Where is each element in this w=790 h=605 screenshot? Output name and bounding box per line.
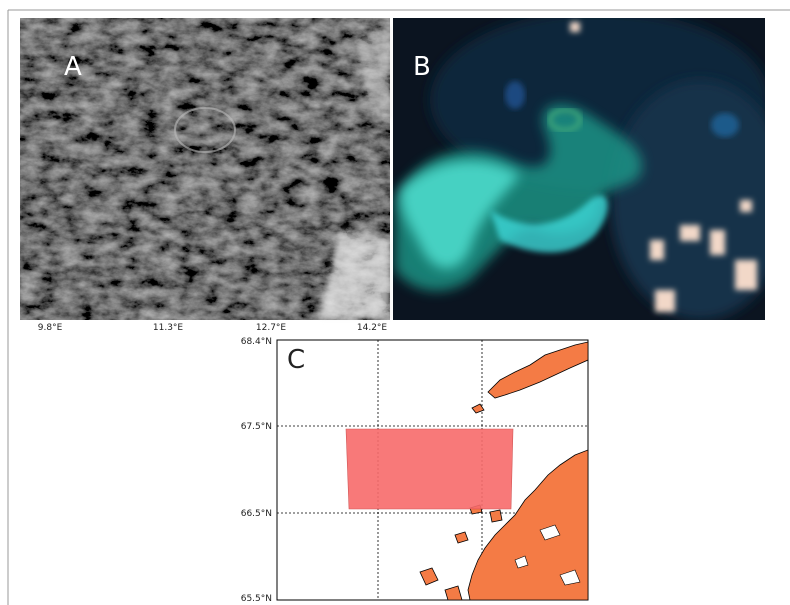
x-axis-label: 9.8°E — [38, 323, 63, 333]
study-area — [346, 429, 513, 509]
y-axis-label: 65.5°N — [241, 594, 272, 604]
panel-c: C 68.4°N 67.5°N 66.5°N 65.5°N — [241, 337, 588, 604]
patch — [505, 81, 525, 109]
y-axis-label: 67.5°N — [241, 422, 272, 432]
x-axis-label: 12.7°E — [256, 323, 287, 333]
patch — [711, 113, 739, 137]
panel-label: A — [64, 52, 82, 82]
x-axis-label: 11.3°E — [153, 323, 184, 333]
y-axis-label: 66.5°N — [241, 509, 272, 519]
x-axis-label: 14.2°E — [357, 323, 388, 333]
water — [610, 80, 790, 320]
y-axis-label: 68.4°N — [241, 337, 272, 347]
panel-label: C — [287, 345, 305, 375]
map-y-labels: 68.4°N 67.5°N 66.5°N 65.5°N — [241, 337, 272, 604]
panel-label: B — [413, 52, 431, 82]
x-axis-labels: 9.8°E 11.3°E 12.7°E 14.2°E — [38, 323, 388, 333]
figure: A B 9.8°E 11.3°E 12.7°E 14.2°E — [0, 0, 790, 605]
panel-a: A — [20, 18, 390, 320]
panel-b: B — [393, 10, 790, 320]
